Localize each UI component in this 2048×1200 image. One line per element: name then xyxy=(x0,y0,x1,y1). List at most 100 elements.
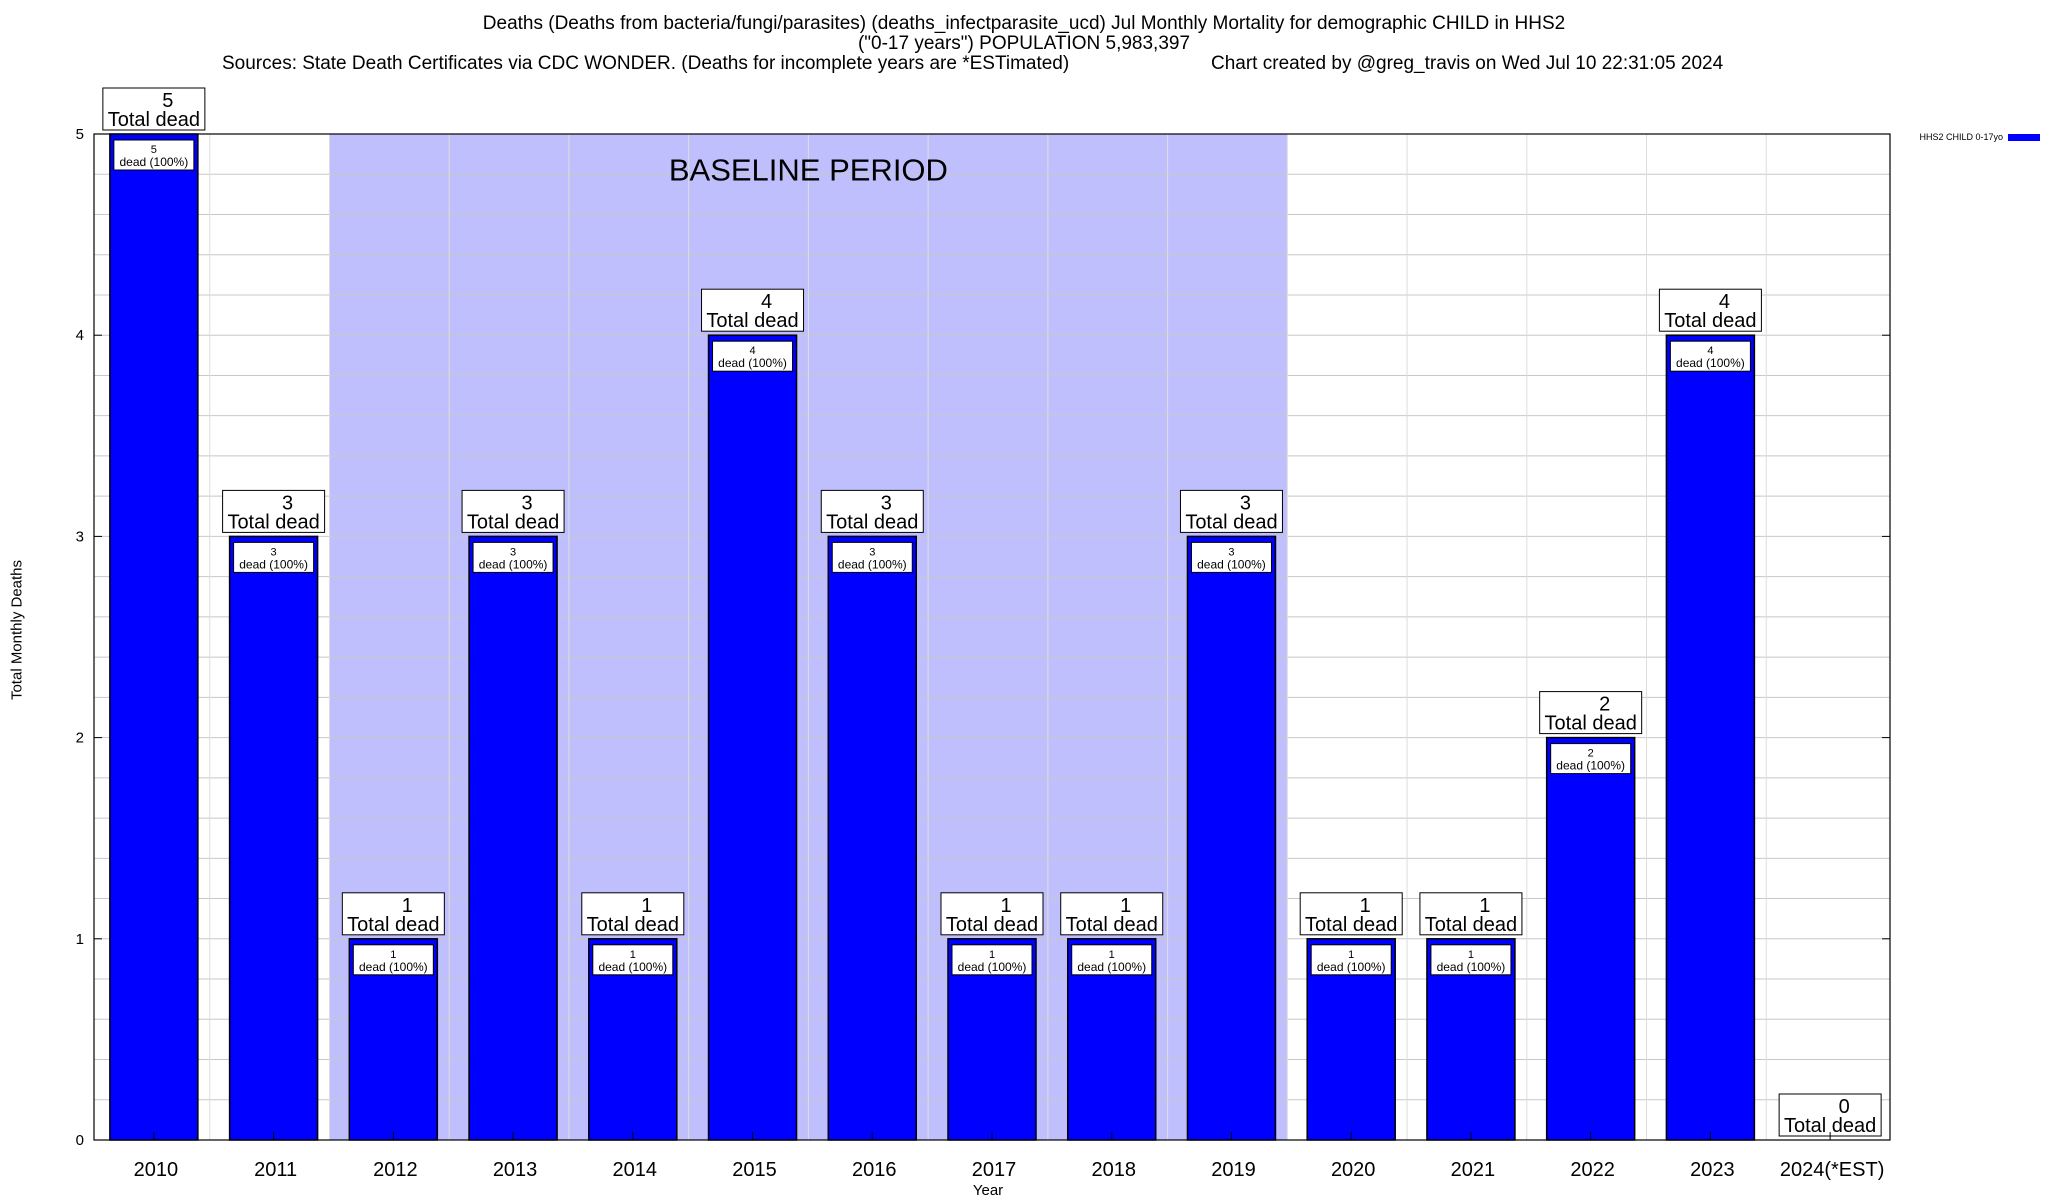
bar-inner-label-box xyxy=(352,944,434,976)
bar-inner-label-value: 1 xyxy=(390,949,396,961)
bar-inner-label-value: 3 xyxy=(1228,546,1234,558)
bar-inner-label-value: 3 xyxy=(271,546,277,558)
bar-inner-label-text: dead (100%) xyxy=(718,356,787,370)
chart-sources: Sources: State Death Certificates via CD… xyxy=(222,53,1070,74)
bar-inner-label-text: dead (100%) xyxy=(1556,759,1625,773)
bar-inner-label-text: dead (100%) xyxy=(1197,557,1266,571)
x-tick-label: 2015 xyxy=(732,1159,777,1181)
baseline-period-label: BASELINE PERIOD xyxy=(669,152,948,187)
bar xyxy=(827,535,918,1141)
chart-title-line2: ("0-17 years") POPULATION 5,983,397 xyxy=(857,33,1191,54)
chart-title-line1: Deaths (Deaths from bacteria/fungi/paras… xyxy=(482,13,1566,34)
x-tick-label: 2022 xyxy=(1570,1159,1615,1181)
bar-total-text: Total dead xyxy=(587,914,679,936)
bar-total-text: Total dead xyxy=(1185,511,1277,533)
bar xyxy=(468,535,558,1141)
bar-total-value: 0 xyxy=(1839,1096,1850,1118)
bar-total-value: 1 xyxy=(1000,895,1011,917)
x-tick-label: 2016 xyxy=(852,1159,897,1181)
bar-inner-label-value: 1 xyxy=(989,949,995,961)
bar xyxy=(228,535,319,1141)
bar-inner-label-value: 3 xyxy=(869,546,875,558)
bar-total-value: 2 xyxy=(1599,694,1610,716)
bar-total-text: Total dead xyxy=(108,109,200,131)
bar-total-value: 3 xyxy=(881,492,892,514)
bar-inner-label-box xyxy=(1669,340,1751,372)
x-tick-label: 2024(*EST) xyxy=(1780,1159,1885,1181)
bar-total-value: 3 xyxy=(282,492,293,514)
bar-total-text: Total dead xyxy=(347,914,439,936)
bar-inner-label-text: dead (100%) xyxy=(1317,960,1386,974)
bar-inner-label-text: dead (100%) xyxy=(1437,960,1506,974)
bar-total-text: Total dead xyxy=(1664,310,1756,332)
bar-inner-label-box xyxy=(1550,743,1632,775)
bar-inner-label-text: dead (100%) xyxy=(598,960,667,974)
bar-total-label-box xyxy=(102,87,206,131)
bar-total-label-box xyxy=(1539,691,1643,735)
bar-total-text: Total dead xyxy=(1545,713,1637,735)
bar-inner-label-text: dead (100%) xyxy=(120,155,189,169)
bar-inner-label-value: 1 xyxy=(630,949,636,961)
bar-inner-label-value: 2 xyxy=(1588,748,1594,760)
bar-total-value: 4 xyxy=(1719,291,1730,313)
bar-total-text: Total dead xyxy=(1305,914,1397,936)
x-tick-label: 2017 xyxy=(972,1159,1017,1181)
bar xyxy=(1665,334,1756,1141)
chart-credit: Chart created by @greg_travis on Wed Jul… xyxy=(1211,53,1724,74)
bar-total-text: Total dead xyxy=(1066,914,1158,936)
bar-total-text: Total dead xyxy=(227,511,319,533)
bar-inner-label-text: dead (100%) xyxy=(479,557,548,571)
bar-inner-label-box xyxy=(1310,944,1392,976)
bar-inner-label-box xyxy=(1190,541,1272,573)
bar-inner-label-value: 4 xyxy=(749,345,755,357)
y-tick-label: 0 xyxy=(76,1132,84,1149)
bar-total-label-box xyxy=(1299,892,1403,936)
bar-total-label-box xyxy=(581,892,685,936)
bar-inner-label-box xyxy=(712,340,794,372)
bar-inner-label-box xyxy=(951,944,1033,976)
x-tick-label: 2023 xyxy=(1690,1159,1735,1181)
bar xyxy=(707,334,798,1141)
bar-total-label-box xyxy=(461,489,565,533)
bar-total-label-box xyxy=(940,892,1044,936)
x-tick-label: 2013 xyxy=(493,1159,538,1181)
y-tick-label: 2 xyxy=(76,730,84,747)
x-tick-label: 2010 xyxy=(134,1159,179,1181)
y-tick-label: 3 xyxy=(76,528,84,545)
bar-inner-label-value: 5 xyxy=(151,144,157,156)
bar-total-text: Total dead xyxy=(467,511,559,533)
bar-inner-label-text: dead (100%) xyxy=(838,557,907,571)
x-tick-label: 2021 xyxy=(1451,1159,1496,1181)
legend-swatch xyxy=(2008,134,2040,141)
x-tick-label: 2011 xyxy=(254,1159,297,1181)
bar-inner-label-box xyxy=(592,944,674,976)
bar-total-value: 3 xyxy=(522,492,533,514)
bar-total-value: 1 xyxy=(1479,895,1490,917)
bar-total-text: Total dead xyxy=(1425,914,1517,936)
bar-total-label-box xyxy=(1060,892,1164,936)
bar-total-text: Total dead xyxy=(826,511,918,533)
bar-inner-label-text: dead (100%) xyxy=(958,960,1027,974)
bar-total-value: 4 xyxy=(761,291,772,313)
bar-total-value: 1 xyxy=(1120,895,1131,917)
bar-total-text: Total dead xyxy=(706,310,798,332)
bar-inner-label-text: dead (100%) xyxy=(1077,960,1146,974)
bar-total-value: 1 xyxy=(402,895,413,917)
y-tick-label: 5 xyxy=(76,126,84,143)
bar-inner-label-box xyxy=(1071,944,1153,976)
bar-inner-label-value: 1 xyxy=(1468,949,1474,961)
bar-inner-label-value: 1 xyxy=(1109,949,1115,961)
bar-total-value: 3 xyxy=(1240,492,1251,514)
x-tick-label: 2014 xyxy=(613,1159,658,1181)
bar-inner-label-value: 4 xyxy=(1707,345,1713,357)
x-tick-label: 2019 xyxy=(1211,1159,1256,1181)
y-tick-label: 1 xyxy=(76,931,84,948)
bar-total-label-box xyxy=(1179,489,1283,533)
y-tick-label: 4 xyxy=(76,327,84,344)
bar-total-text: Total dead xyxy=(946,914,1038,936)
bar-total-value: 1 xyxy=(1360,895,1371,917)
bar-inner-label-box xyxy=(1430,944,1512,976)
x-tick-label: 2020 xyxy=(1331,1159,1376,1181)
x-axis-label: Year xyxy=(972,1182,1004,1199)
